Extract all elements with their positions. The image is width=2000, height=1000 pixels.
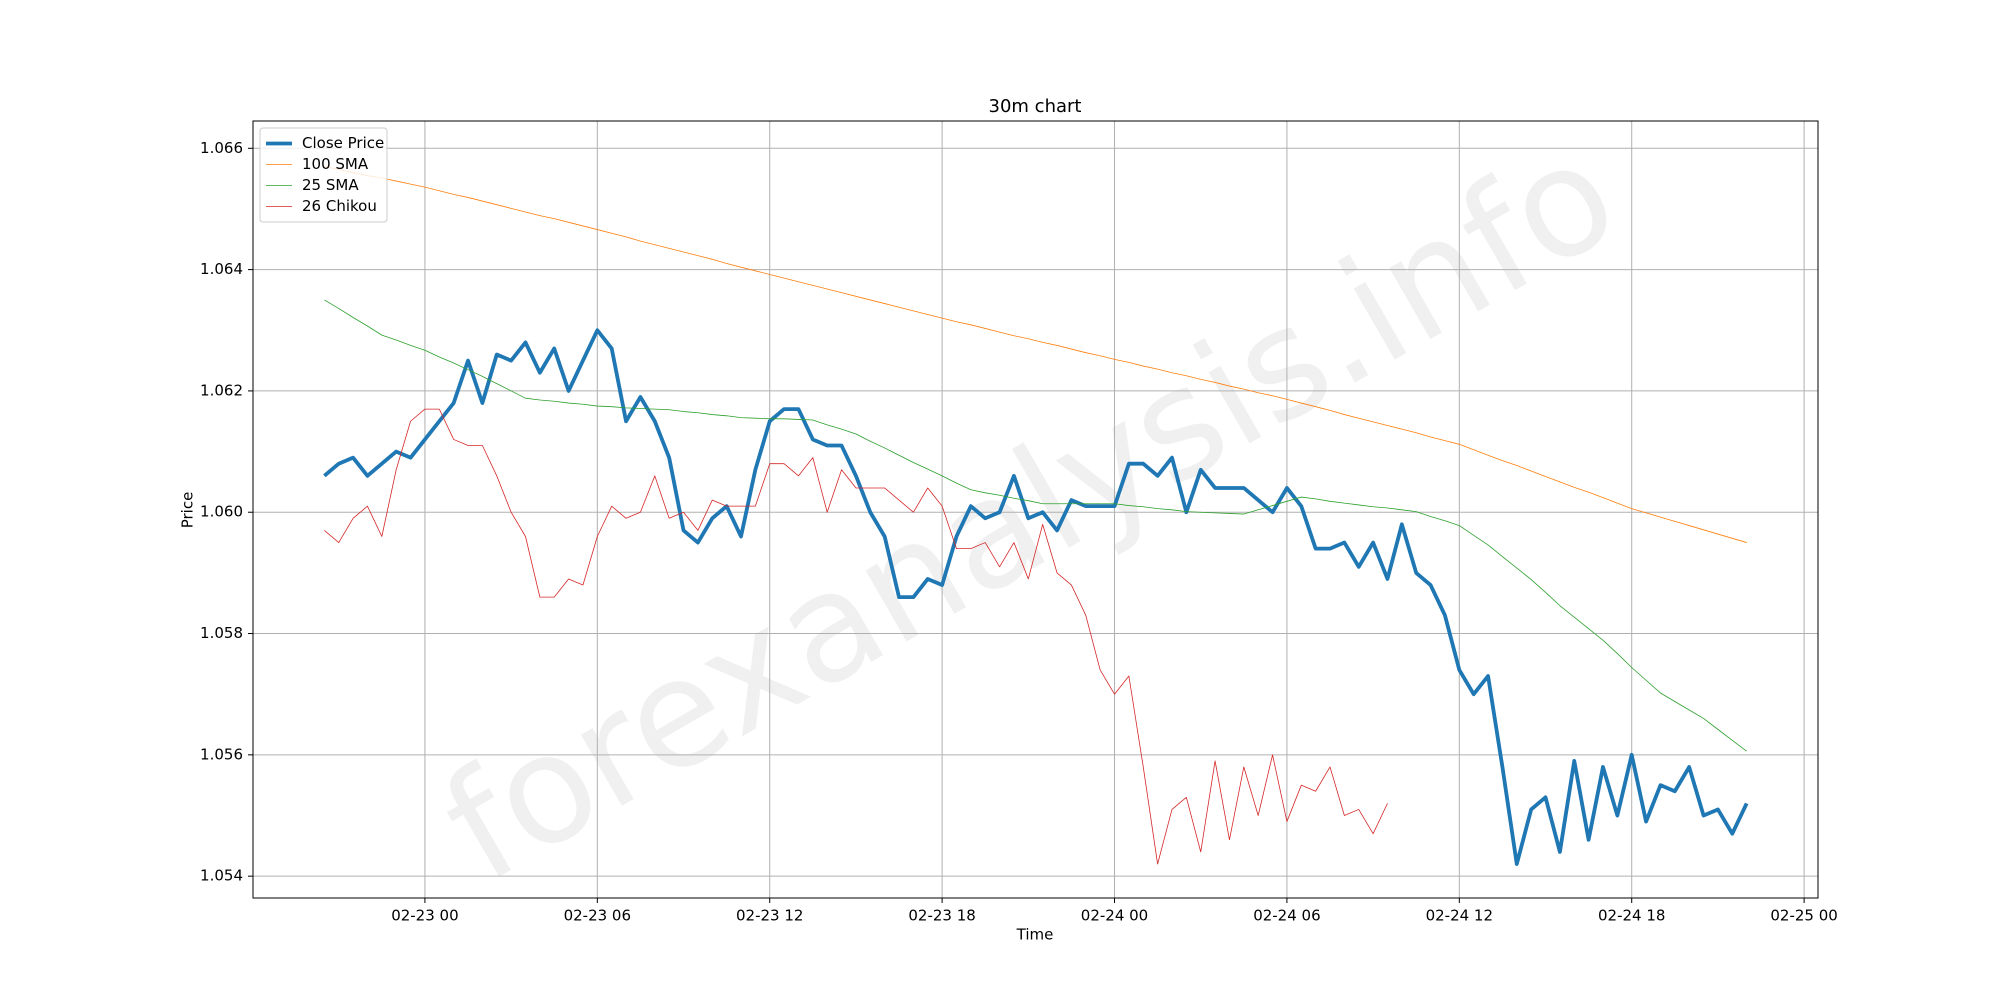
x-tick-label: 02-25 00: [1770, 907, 1837, 925]
x-tick-label: 02-24 06: [1253, 907, 1320, 925]
y-axis-label: Price: [179, 492, 197, 529]
x-tick-label: 02-23 12: [736, 907, 803, 925]
chart-title: 30m chart: [989, 96, 1082, 117]
x-tick-label: 02-23 06: [564, 907, 631, 925]
x-tick-label: 02-24 00: [1081, 907, 1148, 925]
series-line: [324, 299, 1747, 752]
y-tick-label: 1.056: [200, 745, 243, 763]
legend-label: 100 SMA: [302, 155, 369, 173]
x-tick-label: 02-24 12: [1426, 907, 1493, 925]
y-tick-label: 1.058: [200, 624, 243, 642]
x-tick-label: 02-24 18: [1598, 907, 1665, 925]
series-line: [324, 166, 1747, 543]
y-tick-label: 1.064: [200, 260, 243, 278]
y-tick-label: 1.066: [200, 139, 243, 157]
y-tick-label: 1.062: [200, 381, 243, 399]
y-tick-label: 1.060: [200, 503, 243, 521]
series-line: [324, 408, 1388, 865]
legend-label: 26 Chikou: [302, 197, 377, 215]
series-line: [323, 328, 1749, 866]
legend-label: Close Price: [302, 134, 384, 152]
legend-label: 25 SMA: [302, 176, 359, 194]
legend-box: [259, 127, 388, 223]
legend: Close Price 100 SMA 25 SMA 26 Chikou: [259, 127, 388, 223]
x-tick-label: 02-23 00: [391, 907, 458, 925]
x-axis-label: Time: [1016, 926, 1054, 944]
axes-frame: [252, 120, 1819, 899]
x-tick-label: 02-23 18: [908, 907, 975, 925]
y-tick-label: 1.054: [200, 867, 243, 885]
